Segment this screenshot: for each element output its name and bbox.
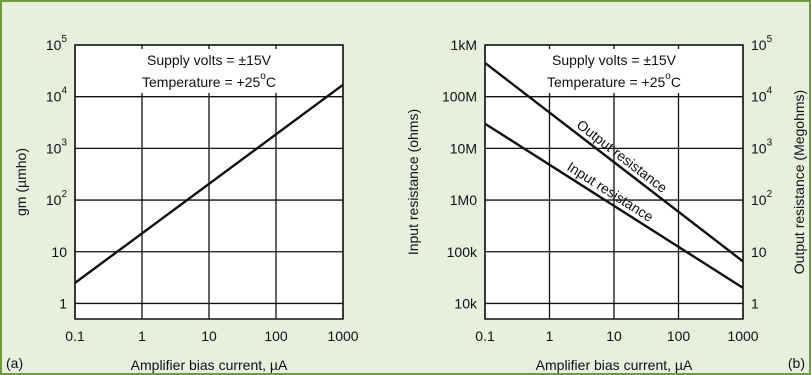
- x-tick-label: 1000: [727, 328, 758, 344]
- y-tick-label: 10M: [450, 140, 477, 156]
- plot-border: [74, 44, 344, 320]
- panel-b: 0.1 1 10 100 100010k100k1M010M100M1kM1101021…: [405, 34, 807, 373]
- y-tick-label: 105: [46, 34, 68, 53]
- y2-tick-label: 1: [751, 295, 759, 311]
- y2-tick-label: 105: [751, 34, 773, 53]
- temperature-note-part: o: [665, 71, 671, 82]
- y2-tick-label-exp: 5: [767, 34, 773, 45]
- y2-tick-label-base: 10: [751, 192, 767, 208]
- annotation-box: [521, 49, 707, 93]
- x-tick-label: 0.1: [65, 328, 85, 344]
- y2-tick-label-exp: 4: [767, 86, 773, 97]
- y2-tick-label: 102: [751, 189, 773, 208]
- y2-tick-label: 104: [751, 86, 773, 105]
- series-line: [74, 83, 344, 284]
- supply-volts-note: Supply volts = ±15V: [147, 52, 272, 68]
- y2-tick-label-base: 10: [751, 244, 767, 260]
- y-tick-label: 102: [46, 189, 68, 208]
- y-axis-label: Input resistance (ohms): [405, 109, 421, 255]
- y-tick-label-base: 10: [46, 37, 62, 53]
- y2-tick-label-base: 1: [751, 295, 759, 311]
- y2-tick-label-base: 10: [751, 140, 767, 156]
- annotation-box: [112, 49, 306, 93]
- x-axis-label: Amplifier bias current, µA: [536, 357, 693, 373]
- y-tick-label-base: 10: [46, 140, 62, 156]
- x-tick-label: 1: [138, 328, 146, 344]
- temperature-note-part: C: [266, 74, 276, 90]
- y-tick-label-exp: 5: [61, 34, 67, 45]
- panel-label: (b): [788, 355, 805, 371]
- y2-tick-label-base: 10: [751, 89, 767, 105]
- x-tick-label: 10: [201, 328, 217, 344]
- y-tick-label-exp: 4: [61, 86, 67, 97]
- y-tick-label-base: 1: [59, 295, 67, 311]
- panel-label: (a): [6, 355, 23, 371]
- x-tick-label: 100: [264, 328, 288, 344]
- x-axis-label: Amplifier bias current, µA: [131, 357, 288, 373]
- y-tick-label: 1kM: [451, 37, 477, 53]
- temperature-note-part: Temperature = +25: [547, 74, 666, 90]
- y-tick-label: 1M0: [450, 192, 477, 208]
- supply-volts-note: Supply volts = ±15V: [552, 52, 677, 68]
- y2-axis-label: Output resistance (Megohms): [791, 90, 807, 274]
- y-tick-label: 10k: [454, 295, 478, 311]
- y-tick-label: 100M: [442, 89, 477, 105]
- y-tick-label: 100k: [447, 244, 478, 260]
- temperature-note-part: o: [260, 71, 266, 82]
- y-tick-label-base: 10: [46, 192, 62, 208]
- y2-tick-label: 10: [751, 244, 767, 260]
- temperature-note: Temperature = +25oC: [547, 71, 681, 90]
- y-tick-label: 103: [46, 137, 68, 156]
- x-tick-label: 10: [606, 328, 622, 344]
- series-line: [484, 61, 744, 263]
- temperature-note-part: Temperature = +25: [142, 74, 261, 90]
- y-tick-label: 104: [46, 86, 68, 105]
- y-tick-label-exp: 2: [61, 189, 67, 200]
- y-tick-label-exp: 3: [61, 137, 67, 148]
- y-tick-label-base: 10: [51, 244, 67, 260]
- y-axis-label: gm (µmho): [13, 148, 29, 216]
- x-tick-label: 100: [667, 328, 691, 344]
- y2-tick-label: 103: [751, 137, 773, 156]
- series-line: [484, 122, 744, 289]
- y2-tick-label-base: 10: [751, 37, 767, 53]
- y-tick-label-base: 10: [46, 89, 62, 105]
- y2-tick-label-exp: 3: [767, 137, 773, 148]
- temperature-note: Temperature = +25oC: [142, 71, 276, 90]
- x-tick-label: 1: [546, 328, 554, 344]
- y-tick-label: 10: [51, 244, 67, 260]
- x-tick-label: 0.1: [475, 328, 495, 344]
- x-tick-label: 1000: [327, 328, 358, 344]
- y-tick-label: 1: [59, 295, 67, 311]
- temperature-note-part: C: [671, 74, 681, 90]
- plot-border: [484, 44, 744, 320]
- y2-tick-label-exp: 2: [767, 189, 773, 200]
